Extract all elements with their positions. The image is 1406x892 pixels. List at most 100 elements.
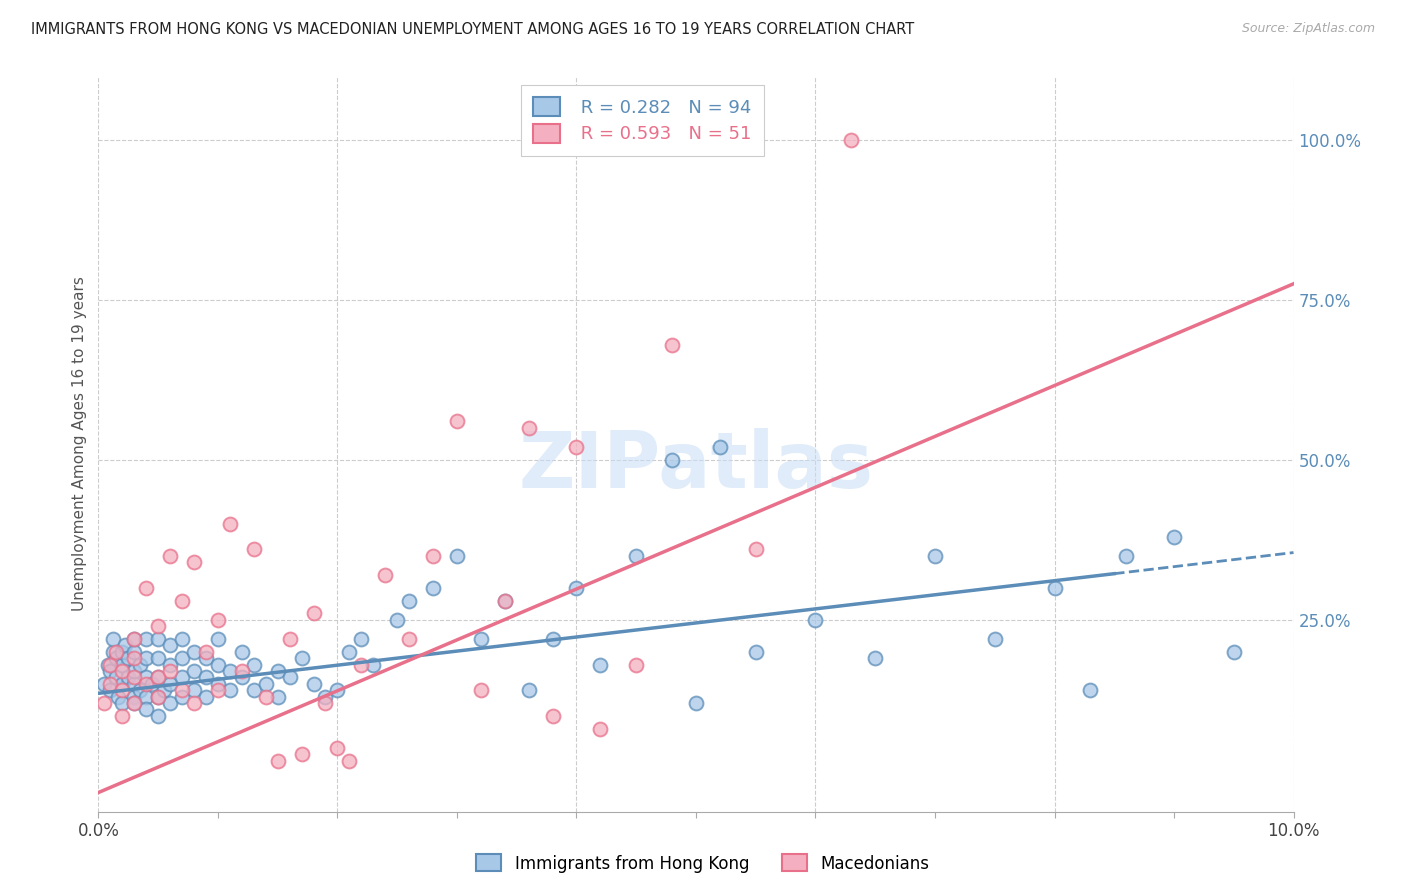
Point [326,740,349,755]
Point [278,632,301,646]
Point [398,632,420,646]
Point [124,670,146,684]
Point [446,549,468,563]
Point [470,683,492,698]
Point [1043,581,1066,595]
Point [207,657,229,672]
Point [124,632,146,646]
Point [231,645,253,659]
Point [207,613,229,627]
Point [589,657,612,672]
Point [159,657,181,672]
Point [841,133,863,147]
Point [422,581,444,595]
Legend:  R = 0.282   N = 94,  R = 0.593   N = 51: R = 0.282 N = 94, R = 0.593 N = 51 [520,85,763,156]
Point [98,683,122,698]
Point [243,657,266,672]
Point [745,542,768,557]
Point [124,677,146,691]
Point [267,664,290,678]
Point [626,549,648,563]
Point [172,593,194,607]
Point [183,683,205,698]
Point [195,690,218,704]
Point [207,683,229,698]
Point [291,747,314,761]
Point [1115,549,1137,563]
Point [865,651,887,665]
Point [315,696,337,710]
Point [565,440,588,454]
Legend: Immigrants from Hong Kong, Macedonians: Immigrants from Hong Kong, Macedonians [470,847,936,880]
Point [148,670,170,684]
Point [135,651,157,665]
Point [254,690,277,704]
Point [124,696,146,710]
Point [195,645,218,659]
Text: IMMIGRANTS FROM HONG KONG VS MACEDONIAN UNEMPLOYMENT AMONG AGES 16 TO 19 YEARS C: IMMIGRANTS FROM HONG KONG VS MACEDONIAN … [31,22,914,37]
Point [159,696,181,710]
Point [159,664,181,678]
Point [172,690,194,704]
Point [339,645,361,659]
Point [148,690,170,704]
Point [135,632,157,646]
Point [101,645,124,659]
Point [589,722,612,736]
Point [315,690,337,704]
Point [243,683,266,698]
Point [685,696,707,710]
Point [98,677,122,691]
Point [1163,530,1185,544]
Point [219,664,242,678]
Point [541,632,564,646]
Point [661,452,683,467]
Point [207,632,229,646]
Point [350,632,373,646]
Point [374,568,396,582]
Point [494,593,516,607]
Point [195,670,218,684]
Point [541,708,564,723]
Point [804,613,827,627]
Point [105,670,128,684]
Point [195,651,218,665]
Point [105,645,128,659]
Point [124,632,146,646]
Point [135,702,157,716]
Point [111,683,134,698]
Point [141,677,163,691]
Text: Source: ZipAtlas.com: Source: ZipAtlas.com [1241,22,1375,36]
Point [219,683,242,698]
Point [129,657,152,672]
Point [183,696,205,710]
Point [183,645,205,659]
Point [172,683,194,698]
Point [148,632,170,646]
Point [148,690,170,704]
Point [172,632,194,646]
Point [183,555,205,569]
Point [183,664,205,678]
Point [302,677,325,691]
Point [219,516,242,531]
Point [114,638,136,652]
Point [924,549,946,563]
Point [148,670,170,684]
Point [159,677,181,691]
Point [135,581,157,595]
Point [159,638,181,652]
Point [1080,683,1102,698]
Point [517,421,540,435]
Point [124,690,146,704]
Point [709,440,731,454]
Point [148,651,170,665]
Point [350,657,373,672]
Point [135,690,157,704]
Point [1223,645,1246,659]
Point [148,708,170,723]
Point [93,677,115,691]
Point [93,696,115,710]
Point [494,593,516,607]
Point [135,677,157,691]
